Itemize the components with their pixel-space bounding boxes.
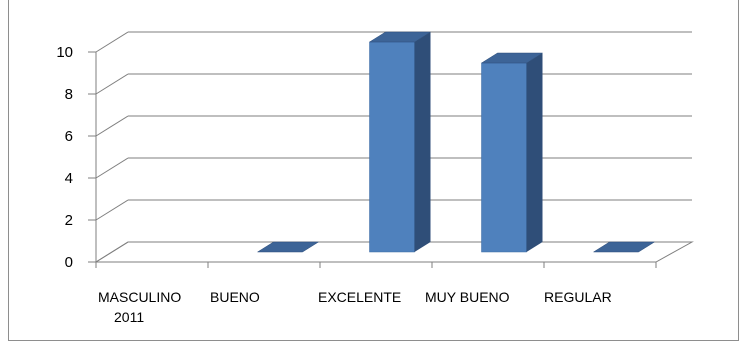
x-category-label: BUENO <box>210 289 260 305</box>
bar-4 <box>592 241 656 253</box>
y-tick-label: 8 <box>65 86 73 103</box>
y-axis-ticks: 0 2 4 6 8 10 <box>56 44 96 271</box>
x-category-label: REGULAR <box>544 289 612 305</box>
chart-frame <box>8 0 739 341</box>
y-tick-label: 10 <box>56 44 73 61</box>
bar-3 <box>480 52 544 253</box>
x-category-label: EXCELENTE <box>318 289 401 305</box>
x-axis-categories: MASCULINO 2011 BUENO EXCELENTE MUY BUENO REGU… <box>98 289 612 325</box>
x-category-label: MUY BUENO <box>425 289 510 305</box>
chart-bars <box>256 31 656 253</box>
bar-2 <box>368 31 432 253</box>
y-tick-label: 2 <box>65 212 73 229</box>
y-tick-label: 0 <box>65 254 73 271</box>
x-category-label: MASCULINO <box>98 289 181 305</box>
chart-floor <box>94 241 694 263</box>
y-tick-label: 6 <box>65 128 73 145</box>
y-tick-label: 4 <box>65 170 73 187</box>
x-category-label: 2011 <box>114 309 144 325</box>
bar-1 <box>256 241 320 253</box>
